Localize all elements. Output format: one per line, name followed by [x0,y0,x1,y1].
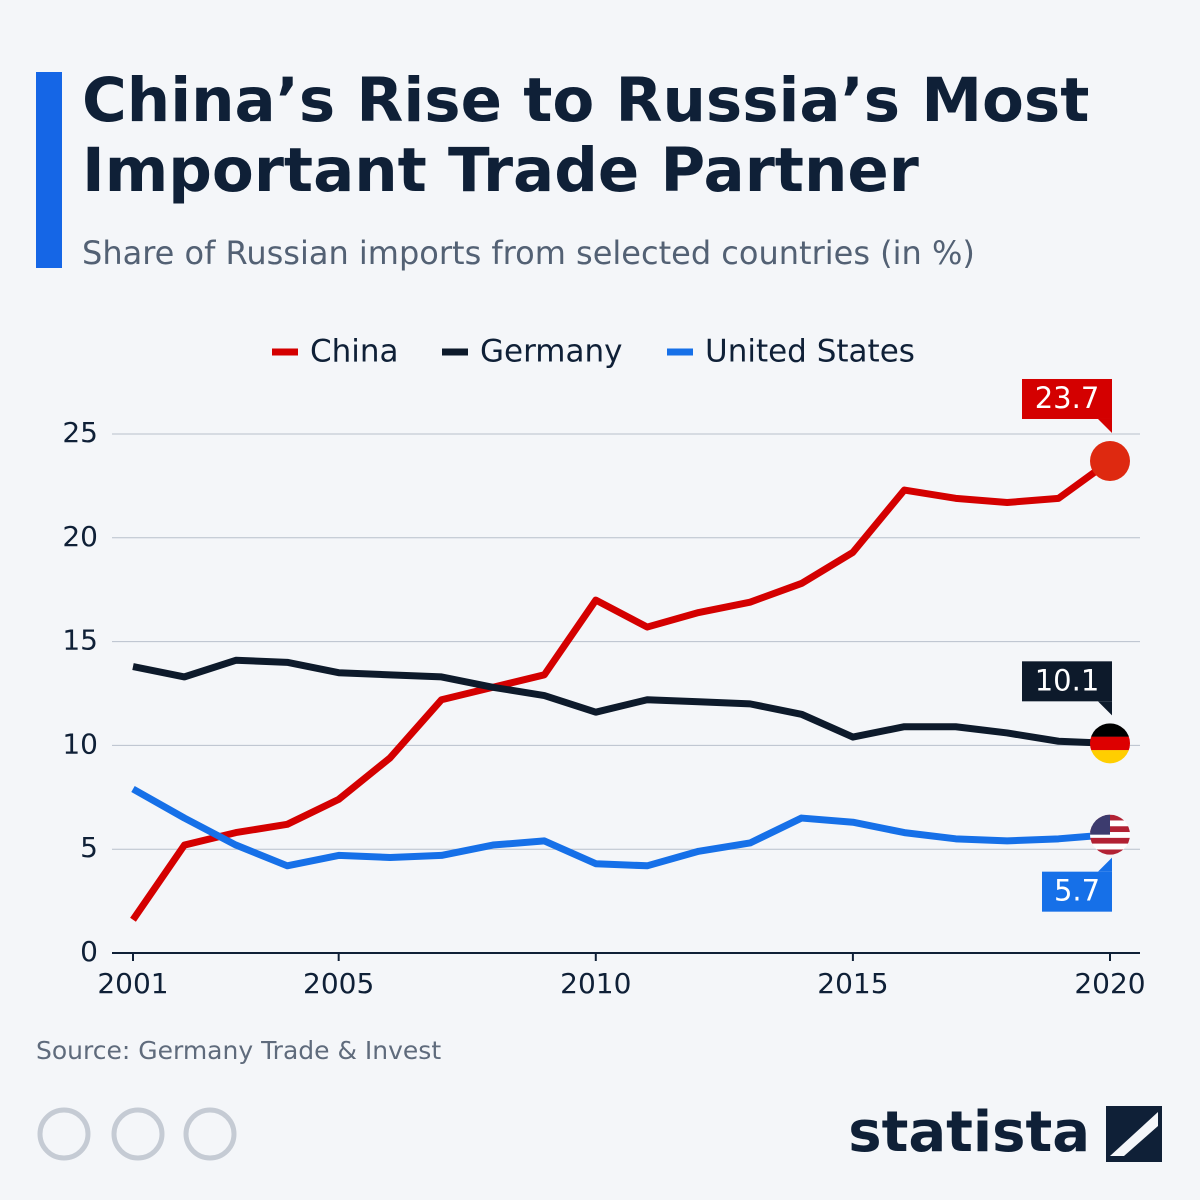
y-tick-label: 20 [62,520,98,553]
legend-label: United States [705,334,915,370]
line [130,458,1113,922]
value-label: 5.7 [1054,874,1100,908]
line [132,656,1111,747]
line [131,785,1111,870]
value-label: 23.7 [1035,381,1100,415]
brand-icon [1106,1106,1162,1162]
flag [1090,440,1130,481]
x-tick-label: 2015 [817,967,888,1000]
value-label-pointer [1098,857,1112,872]
y-tick-label: 0 [80,935,98,968]
brand: statista [848,1100,1090,1165]
value-label-box [1042,871,1112,912]
flag-disc [1090,440,1130,481]
source: Source: Germany Trade & Invest [36,1036,441,1065]
value-label-box [1022,661,1112,702]
x-tick-label: 2005 [303,967,374,1000]
flag-stripe [1090,750,1130,764]
accent-bar [36,72,62,268]
x-tick-label: 2001 [97,967,168,1000]
chart-subtitle: Share of Russian imports from selected c… [82,234,975,272]
value-label-pointer [1098,418,1112,433]
y-tick-label: 10 [62,727,98,760]
x-tick-label: 2020 [1074,967,1145,1000]
legend-label: China [310,334,399,370]
y-tick-label: 25 [62,416,98,449]
y-tick-label: 15 [62,624,98,657]
flag-canton [1090,814,1110,835]
flag-stripe [1090,832,1130,838]
value-label-box [1022,378,1112,419]
flag-stripe [1090,843,1130,850]
flag-stripe [1090,723,1130,737]
value-label-pointer [1098,701,1112,716]
value-label: 10.1 [1035,663,1100,697]
y-tick-label: 5 [80,831,98,864]
flag-stripe [1090,849,1130,855]
license-icons [37,1107,237,1161]
legend-label: Germany [480,334,622,370]
flag-stripe [1090,837,1130,844]
x-tick-label: 2010 [560,967,631,1000]
chart-title: China’s Rise to Russia’s Most Important … [82,65,1090,206]
flag [1090,723,1130,764]
flag-stripe [1090,736,1130,751]
